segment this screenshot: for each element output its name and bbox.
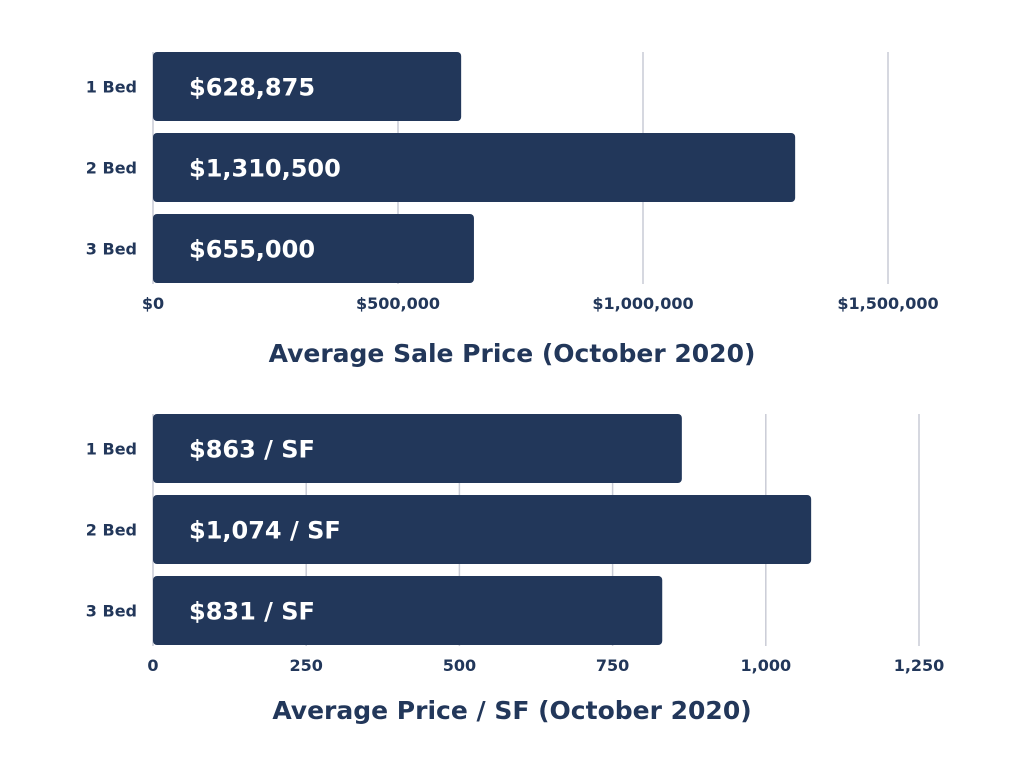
bar-value-label-psf-1: $863 / SF: [189, 436, 315, 464]
tick-label-psf-3: 750: [596, 656, 629, 675]
tick-label-sale-1: $500,000: [356, 294, 440, 313]
category-label-sale-3: 3 Bed: [86, 240, 137, 259]
tick-label-psf-0: 0: [147, 656, 158, 675]
tick-label-sale-0: $0: [142, 294, 164, 313]
category-label-psf-3: 3 Bed: [86, 602, 137, 621]
bar-sale-1: [153, 52, 462, 121]
bar-value-label-psf-3: $831 / SF: [189, 598, 315, 626]
category-label-psf-1: 1 Bed: [86, 440, 137, 459]
chart-title-sale: Average Sale Price (October 2020): [269, 339, 756, 368]
tick-label-psf-1: 250: [289, 656, 322, 675]
tick-label-sale-3: $1,500,000: [837, 294, 938, 313]
chart-title-psf: Average Price / SF (October 2020): [272, 696, 751, 725]
average-sale-price-chart: $628,875 1 Bed $1,310,500 2 Bed $655,000 3 Be…: [86, 52, 939, 368]
bar-value-label-sale-1: $628,875: [189, 74, 315, 102]
tick-label-psf-2: 500: [443, 656, 476, 675]
bar-sale-3: [153, 214, 474, 283]
category-label-sale-1: 1 Bed: [86, 78, 137, 97]
bar-psf-1: [153, 414, 682, 483]
category-label-psf-2: 2 Bed: [86, 521, 137, 540]
average-sale-price-chart-svg: $628,875 1 Bed $1,310,500 2 Bed $655,000 3 Be…: [86, 52, 939, 368]
average-price-per-sf-chart: $863 / SF 1 Bed $1,074 / SF 2 Bed $831 / SF 3…: [0, 384, 1024, 768]
tick-label-psf-5: 1,250: [894, 656, 945, 675]
bar-psf-2: [153, 495, 812, 564]
tick-label-psf-4: 1,000: [740, 656, 791, 675]
bar-value-label-sale-3: $655,000: [189, 236, 315, 264]
bar-psf-3: [153, 576, 663, 645]
average-price-per-sf-chart-svg: $863 / SF 1 Bed $1,074 / SF 2 Bed $831 / SF 3…: [86, 414, 945, 725]
category-label-sale-2: 2 Bed: [86, 159, 137, 178]
bar-sale-2: [153, 133, 796, 202]
bar-value-label-sale-2: $1,310,500: [189, 155, 341, 183]
bar-value-label-psf-2: $1,074 / SF: [189, 517, 341, 545]
tick-label-sale-2: $1,000,000: [592, 294, 693, 313]
